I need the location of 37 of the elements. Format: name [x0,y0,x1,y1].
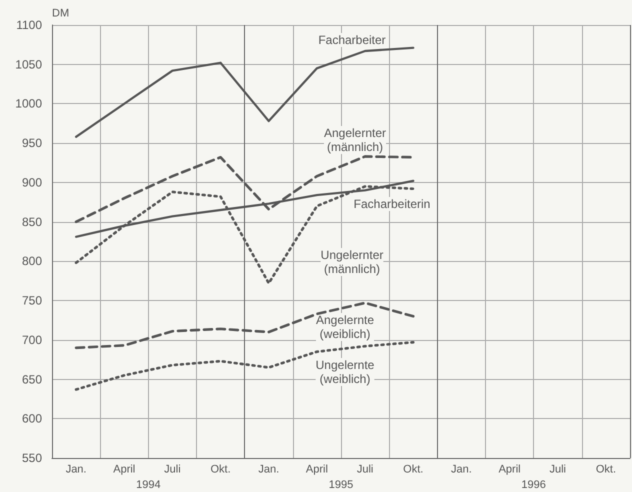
series-label: Ungelernte (weiblich) [316,358,375,386]
y-tick-label: 800 [22,254,42,268]
x-tick-label: April [113,464,136,476]
x-tick-label: Jan. [66,464,86,476]
series-label: Facharbeiterin [354,197,430,211]
text: Ungelernter (männlich) [320,248,384,276]
x-tick-label: Jan. [451,464,472,476]
text: 1995 [328,479,354,491]
x-tick-label: April [306,464,328,476]
y-tick-label: 1050 [15,57,42,72]
y-tick-label: 750 [22,294,42,308]
y-tick-label: 900 [22,175,42,190]
x-tick-label: Juli [164,464,181,476]
y-tick-label: 1000 [15,96,42,111]
x-tick-label: Juli [549,464,566,476]
series-label: Angelernte (weiblich) [316,313,374,341]
series-label: Angelernter (männlich) [324,126,386,154]
y-axis-title: DM [52,8,70,20]
x-tick-label: Juli [356,464,374,476]
y-tick-label: 1100 [16,18,42,32]
y-tick-label: 600 [22,412,42,426]
series-label: Facharbeiter [318,33,386,47]
y-tick-label: 650 [22,372,42,386]
line-series [74,340,415,391]
y-tick-label: 850 [22,214,42,229]
y-tick-label: 700 [22,332,42,347]
line-series [74,46,414,138]
x-tick-label: Okt. [596,464,616,476]
y-tick-label: 550 [22,451,42,465]
text: 1994 [136,479,161,491]
text: 1996 [521,479,546,491]
x-tick-label: Okt. [403,464,424,476]
line-series [74,302,415,350]
y-tick-label: 950 [22,136,42,150]
x-tick-label: Jan. [258,464,280,476]
x-tick-label: April [498,464,521,476]
x-tick-label: Okt. [210,464,231,476]
